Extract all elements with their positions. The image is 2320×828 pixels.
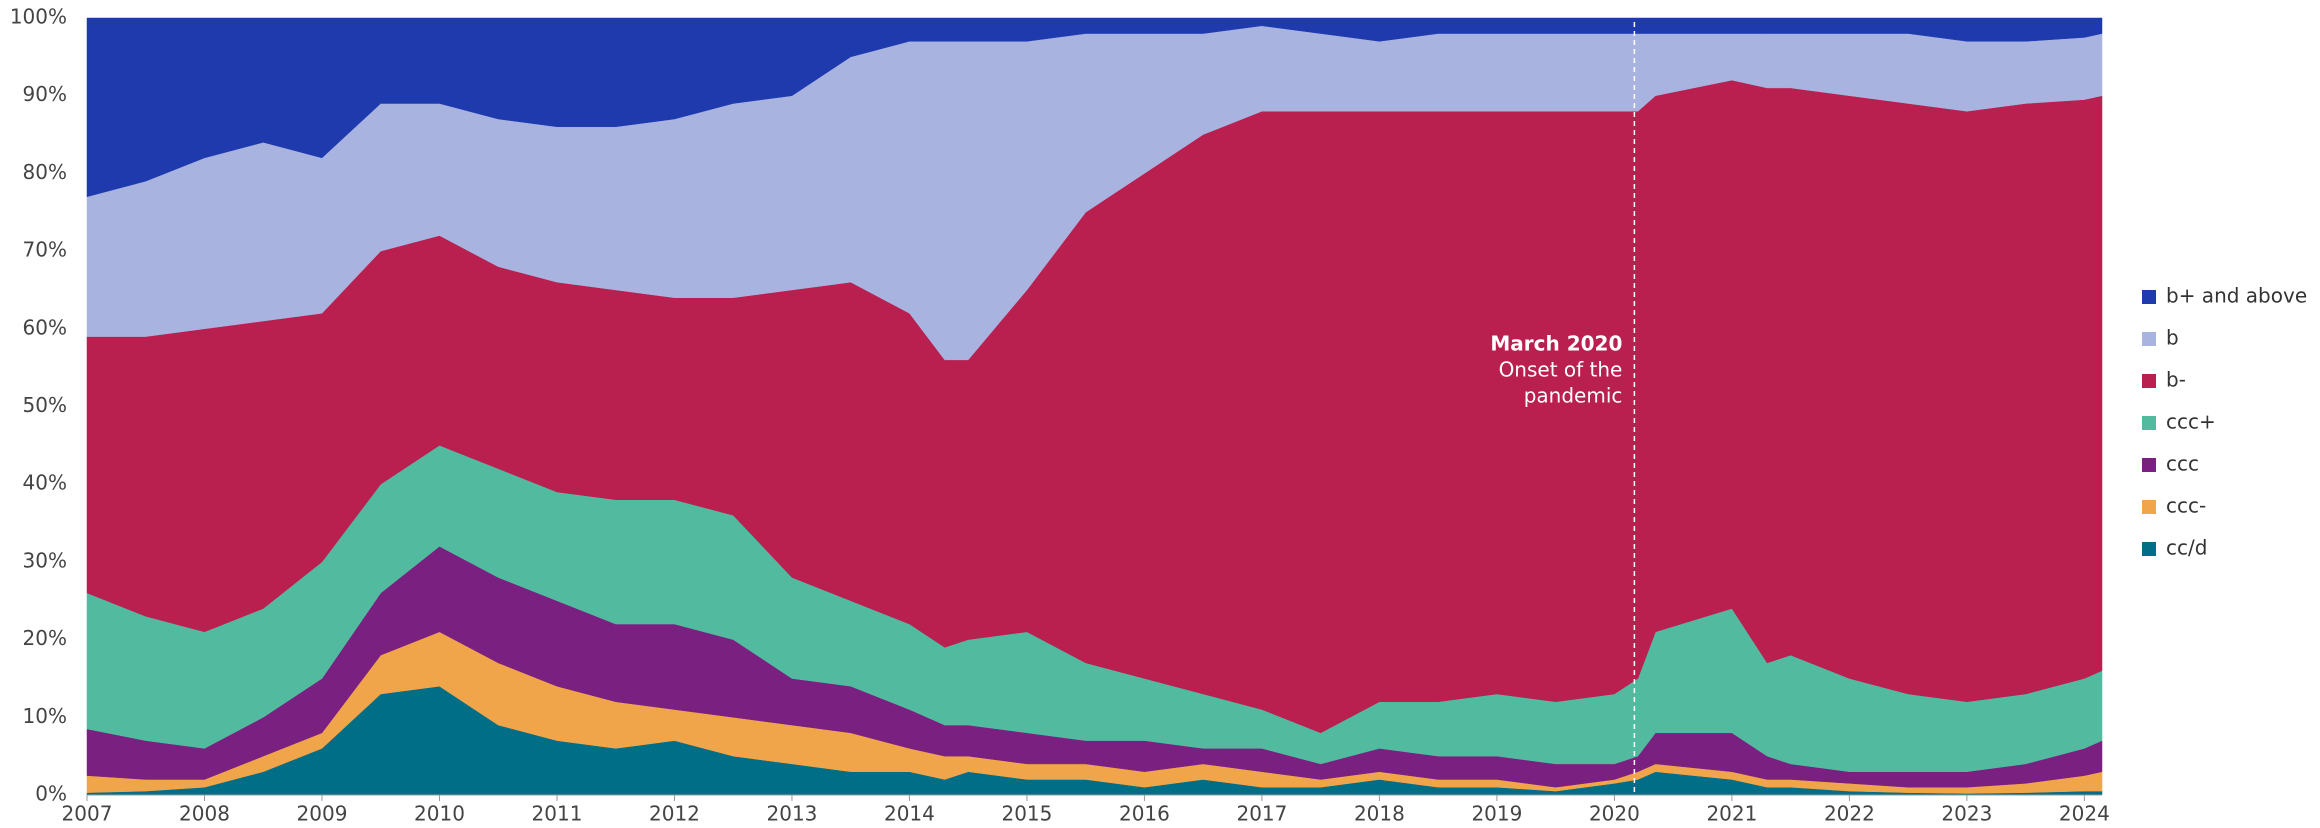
y-tick-label: 40% [23, 471, 67, 495]
legend-swatch [2142, 332, 2156, 346]
x-tick-label: 2020 [1589, 802, 1640, 826]
legend-swatch [2142, 416, 2156, 430]
x-tick-label: 2021 [1706, 802, 1757, 826]
annotation-text: pandemic [1524, 384, 1623, 408]
x-tick-label: 2013 [767, 802, 818, 826]
x-tick-label: 2007 [62, 802, 113, 826]
annotation-text: Onset of the [1499, 358, 1623, 382]
area [86, 17, 2103, 198]
x-tick-label: 2011 [532, 802, 583, 826]
x-tick-label: 2017 [1236, 802, 1287, 826]
y-tick-label: 50% [23, 393, 67, 417]
legend-label: b+ and above [2166, 284, 2307, 308]
x-tick-label: 2012 [649, 802, 700, 826]
legend-label: b [2166, 326, 2179, 350]
x-tick-label: 2022 [1824, 802, 1875, 826]
y-tick-label: 100% [10, 5, 67, 29]
y-tick-label: 70% [23, 238, 67, 262]
legend-swatch [2142, 542, 2156, 556]
y-tick-label: 20% [23, 626, 67, 650]
legend-swatch [2142, 374, 2156, 388]
x-tick-label: 2016 [1119, 802, 1170, 826]
y-tick-label: 0% [35, 782, 67, 806]
legend-label: b- [2166, 368, 2186, 392]
y-tick-label: 90% [23, 82, 67, 106]
y-tick-label: 80% [23, 160, 67, 184]
y-tick-label: 60% [23, 315, 67, 339]
legend-swatch [2142, 500, 2156, 514]
x-tick-label: 2023 [1941, 802, 1992, 826]
x-tick-label: 2014 [884, 802, 935, 826]
x-tick-label: 2010 [414, 802, 465, 826]
legend-label: ccc [2166, 452, 2199, 476]
legend-swatch [2142, 290, 2156, 304]
x-tick-label: 2019 [1471, 802, 1522, 826]
y-tick-label: 30% [23, 548, 67, 572]
legend-label: ccc+ [2166, 410, 2216, 434]
x-tick-label: 2024 [2059, 802, 2110, 826]
areas [86, 17, 2103, 796]
annotation-title: March 2020 [1490, 332, 1622, 356]
x-tick-label: 2015 [1001, 802, 1052, 826]
y-tick-label: 10% [23, 704, 67, 728]
legend-label: cc/d [2166, 536, 2207, 560]
legend-swatch [2142, 458, 2156, 472]
x-tick-label: 2008 [179, 802, 230, 826]
x-tick-label: 2009 [297, 802, 348, 826]
x-tick-label: 2018 [1354, 802, 1405, 826]
legend-label: ccc- [2166, 494, 2206, 518]
